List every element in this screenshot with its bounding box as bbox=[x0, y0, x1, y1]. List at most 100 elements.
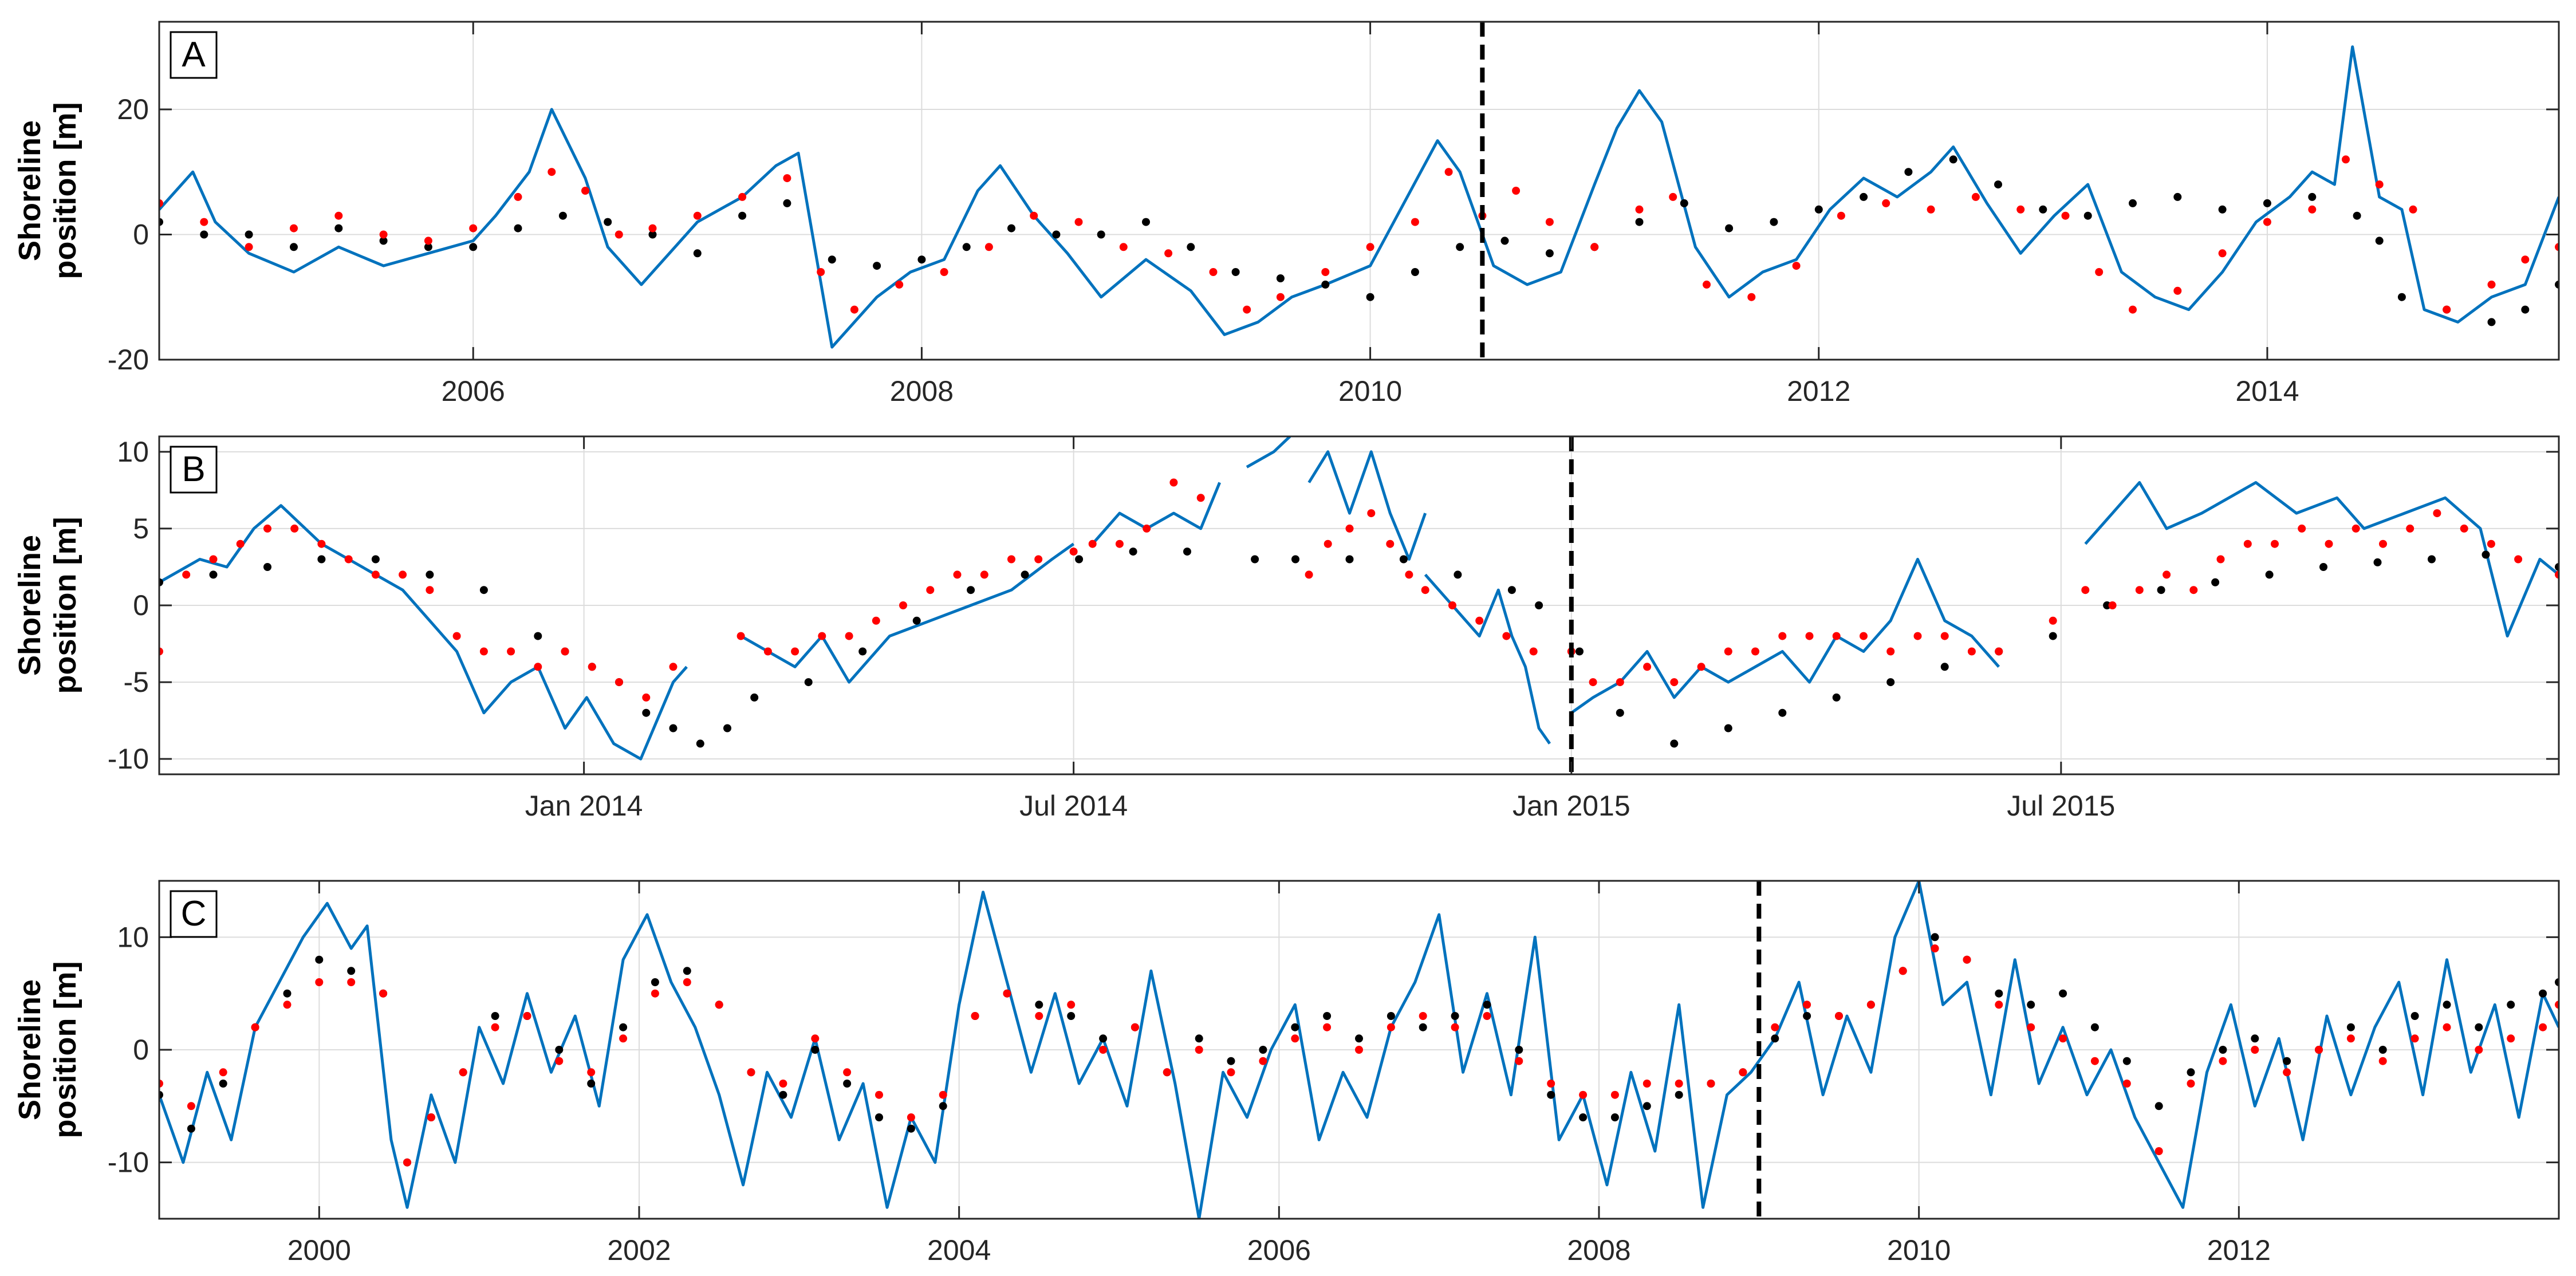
series-point-model_black bbox=[159, 218, 163, 226]
series-point-model_red bbox=[2189, 586, 2198, 594]
series-point-model_black bbox=[917, 255, 926, 264]
series-point-model_red bbox=[236, 539, 245, 548]
series-point-model_black bbox=[962, 243, 971, 251]
series-point-model_red bbox=[1747, 293, 1756, 301]
series-point-model_black bbox=[187, 1124, 195, 1133]
series-point-model_red bbox=[1927, 205, 1935, 214]
series-point-model_black bbox=[2283, 1057, 2291, 1065]
panel-label: A bbox=[182, 35, 206, 74]
series-point-model_red bbox=[2135, 586, 2144, 594]
series-segment-observed bbox=[1307, 450, 1427, 561]
series-point-model_black bbox=[875, 1113, 883, 1121]
series-point-model_black bbox=[1680, 199, 1688, 207]
series-point-model_red bbox=[1003, 989, 1011, 998]
series-point-model_black bbox=[1399, 555, 1408, 564]
series-point-model_red bbox=[2315, 1046, 2323, 1054]
series-point-model_black bbox=[1187, 243, 1195, 251]
series-point-model_black bbox=[2173, 192, 2182, 201]
series-point-model_red bbox=[763, 647, 772, 656]
panel-label-box bbox=[170, 890, 218, 938]
series-point-model_red bbox=[1099, 1046, 1108, 1054]
series-point-model_black bbox=[2263, 199, 2271, 207]
series-point-model_black bbox=[1321, 280, 1330, 289]
series-point-model_red bbox=[1589, 678, 1597, 687]
series-point-model_red bbox=[1837, 211, 1845, 220]
series-point-model_red bbox=[159, 199, 163, 207]
series-point-model_red bbox=[334, 211, 343, 220]
series-point-model_black bbox=[804, 678, 813, 687]
series-point-model_red bbox=[1675, 1080, 1683, 1088]
series-point-model_red bbox=[1259, 1057, 1267, 1065]
series-point-model_black bbox=[1675, 1090, 1683, 1099]
series-point-model_black bbox=[1291, 1023, 1299, 1031]
series-point-model_red bbox=[1724, 647, 1732, 656]
series-point-model_red bbox=[2487, 539, 2495, 548]
series-point-model_red bbox=[1444, 168, 1453, 176]
series-point-model_red bbox=[403, 1158, 411, 1167]
series-point-model_red bbox=[2443, 305, 2451, 314]
series-point-model_black bbox=[2090, 1023, 2099, 1031]
x-tick-label: 2002 bbox=[607, 1234, 671, 1266]
series-point-model_black bbox=[2157, 586, 2165, 594]
series-point-model_red bbox=[1276, 293, 1285, 301]
series-point-model_red bbox=[379, 230, 388, 239]
series-point-model_black bbox=[1670, 739, 1679, 748]
series-point-model_black bbox=[1451, 1012, 1459, 1020]
series-point-model_red bbox=[811, 1034, 820, 1043]
series-point-model_black bbox=[1456, 243, 1464, 251]
series-point-model_red bbox=[1590, 243, 1599, 251]
series-point-model_black bbox=[479, 586, 488, 594]
series-point-model_black bbox=[1643, 1102, 1651, 1110]
series-point-model_red bbox=[317, 539, 326, 548]
series-point-model_black bbox=[2211, 578, 2220, 586]
series-point-model_black bbox=[1770, 218, 1778, 226]
series-point-model_red bbox=[939, 1090, 947, 1099]
x-tick-label: 2010 bbox=[1338, 375, 1402, 407]
series-point-model_red bbox=[399, 570, 407, 579]
y-tick-label: 10 bbox=[117, 436, 149, 468]
series-point-model_black bbox=[651, 978, 659, 986]
series-point-model_black bbox=[1575, 647, 1584, 656]
series-point-model_black bbox=[2027, 1001, 2035, 1009]
series-point-model_black bbox=[1276, 274, 1285, 282]
series-point-model_red bbox=[2487, 280, 2496, 289]
series-point-model_red bbox=[843, 1068, 852, 1077]
series-point-model_red bbox=[491, 1023, 499, 1031]
plot-area bbox=[159, 881, 2559, 1219]
series-point-model_red bbox=[669, 663, 678, 671]
series-point-model_red bbox=[1940, 632, 1949, 640]
y-tick-label: 0 bbox=[133, 589, 149, 621]
series-point-model_black bbox=[1007, 224, 1015, 233]
series-point-model_black bbox=[642, 708, 651, 717]
series-point-model_red bbox=[2129, 305, 2137, 314]
series-point-model_red bbox=[245, 243, 253, 251]
series-point-model_red bbox=[1835, 1012, 1843, 1020]
series-point-model_red bbox=[2555, 570, 2559, 579]
series-point-model_red bbox=[642, 693, 651, 702]
series-point-model_black bbox=[2555, 280, 2559, 289]
series-point-model_black bbox=[1515, 1046, 1523, 1054]
series-point-model_black bbox=[290, 243, 298, 251]
series-point-model_black bbox=[587, 1080, 596, 1088]
series-point-model_red bbox=[555, 1057, 564, 1065]
series-point-model_black bbox=[843, 1080, 852, 1088]
series-point-model_black bbox=[1142, 218, 1150, 226]
series-segment-observed bbox=[1246, 436, 1291, 468]
series-point-model_red bbox=[1579, 1090, 1588, 1099]
series-point-model_black bbox=[2475, 1023, 2483, 1031]
y-tick-label: 10 bbox=[117, 921, 149, 953]
series-point-model_red bbox=[1882, 199, 1890, 207]
series-point-model_black bbox=[1635, 218, 1644, 226]
series-point-model_red bbox=[561, 647, 569, 656]
series-point-model_red bbox=[200, 218, 208, 226]
series-point-model_red bbox=[2375, 180, 2384, 189]
series-point-model_black bbox=[424, 243, 432, 251]
series-point-model_red bbox=[926, 586, 935, 594]
y-axis-label-line1: Shoreline bbox=[13, 979, 47, 1120]
series-point-model_red bbox=[1515, 1057, 1523, 1065]
series-point-model_red bbox=[1886, 647, 1895, 656]
series-point-model_red bbox=[899, 601, 907, 609]
series-point-model_red bbox=[1421, 586, 1429, 594]
series-point-model_red bbox=[1739, 1068, 1747, 1077]
series-point-model_red bbox=[1898, 967, 1907, 975]
